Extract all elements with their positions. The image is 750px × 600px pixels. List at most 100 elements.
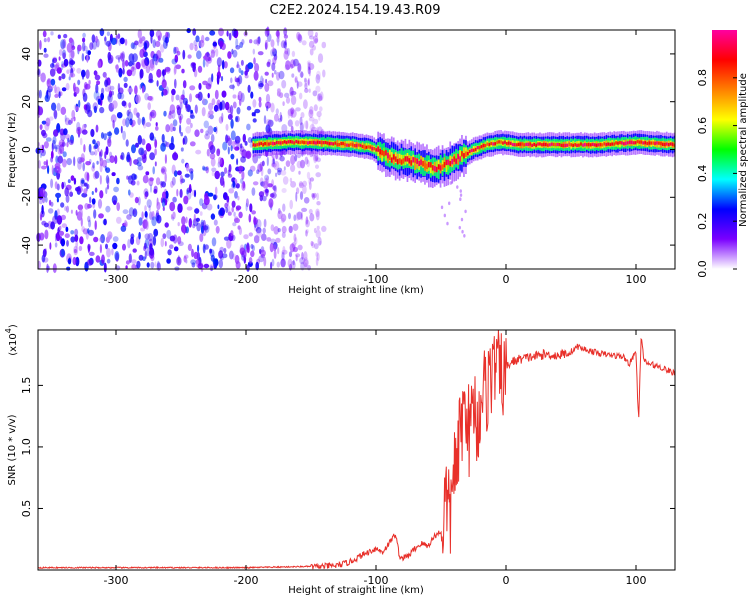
spectrogram-signal-cell [523,143,526,147]
spectrogram-noise-cell [295,254,298,262]
spectrogram-noise-cell [247,84,251,93]
spectrogram-noise-cell [275,108,279,115]
spectrogram-noise-cell [234,191,238,199]
spectrogram-noise-cell [207,77,213,87]
spectrogram-noise-cell [305,216,309,225]
spectrogram-noise-cell [244,249,247,258]
spectrogram-noise-cell [174,54,179,63]
spectrogram-noise-cell [303,99,308,110]
spectrogram-signal-cell [507,141,510,145]
spectrogram-noise-cell [218,116,224,124]
spectrogram-noise-cell [81,179,85,184]
spectrogram-noise-cell [94,71,99,78]
spectrogram-noise-cell [281,251,285,261]
spectrogram-noise-cell [263,256,267,267]
figure-title: C2E2.2024.154.19.43.R09 [269,3,440,18]
spectrogram-noise-cell [196,222,201,232]
spectrogram-noise-cell [229,84,235,90]
spectrogram-noise-cell [95,83,99,94]
spectrogram-noise-cell [59,144,65,155]
spectrogram-noise-cell [221,59,225,70]
spectrogram-noise-cell [303,251,308,261]
spectrogram-noise-cell [66,69,70,74]
spectrogram-signal-cell [572,143,574,147]
spectrogram-noise-cell [190,170,194,181]
spectrogram-signal-cell [301,140,303,144]
spectrogram-noise-cell [127,111,133,122]
spectrogram-noise-cell [235,38,239,48]
spectrogram-noise-cell [199,211,203,216]
spectrogram-noise-cell [298,182,304,189]
spectrogram-noise-cell [42,248,47,258]
spectrogram-noise-cell [89,196,92,204]
spectrogram-noise-cell [217,102,220,112]
spectrogram-noise-cell [316,192,319,201]
spectrogram-signal-cell [428,162,430,168]
spectrogram-noise-cell [275,237,281,243]
spectrogram-noise-cell [224,101,230,111]
spectrogram-noise-cell [91,165,96,172]
spectrogram-noise-cell [48,208,54,214]
spectrogram-noise-cell [170,135,174,145]
spectrogram-noise-cell [94,187,98,193]
spectrogram-noise-cell [52,136,57,145]
spectrogram-noise-cell [302,185,307,195]
spectrogram-noise-cell [98,237,103,242]
colorbar-ticks: 0.0 0.2 0.4 0.6 0.8 [696,69,737,278]
spectrogram-noise-cell [66,205,69,213]
spectrogram-noise-cell [93,236,99,243]
snr-y-multiplier-exp: 4 [4,328,13,333]
spectrogram-noise-cell [216,74,220,85]
spectrogram-noise-cell [116,112,123,119]
spectrogram-noise-cell [215,225,220,234]
spectrogram-noise-cell [144,205,147,212]
spectrogram-noise-cell [242,133,246,143]
spectrogram-noise-cell [210,265,214,271]
spectrogram-noise-cell [290,90,297,96]
x-tick-label: 0 [503,574,510,587]
spectrogram-noise-cell [185,216,188,224]
spectrogram-noise-cell [54,233,58,242]
spectrogram-noise-cell [205,166,209,174]
spectrogram-noise-cell [241,170,245,180]
spectrogram-noise-cell [319,240,322,245]
spectrogram-noise-cell [183,254,189,259]
spectrogram-noise-cell [61,73,66,80]
spectrogram-noise-cell [205,130,209,136]
spectrogram-noise-cell [214,186,218,195]
spectrogram-noise-cell [305,219,310,228]
spectrogram-noise-cell [64,114,67,122]
spectrogram-signal-cell [521,142,524,146]
spectrogram-noise-cell [99,244,102,254]
spectrogram-noise-cell [191,248,194,258]
spectrogram-noise-cell [161,133,165,143]
spectrogram-noise-cell [149,29,155,38]
spectrogram-signal-cell [418,160,420,167]
spectrogram-noise-cell [209,153,216,160]
spectrogram-noise-cell [69,191,73,197]
spectrogram-noise-cell [156,80,159,87]
spectrogram-signal-cell [385,150,387,156]
spectrogram-noise-cell [288,212,291,220]
spectrogram-noise-cell [232,49,238,58]
spectrogram-noise-cell [172,234,178,244]
spectrogram-signal-cell [355,143,358,148]
spectrogram-noise-cell [146,199,152,208]
spectrogram-noise-cell [141,116,146,126]
spectrogram-noise-cell [104,86,110,92]
spectrogram-noise-cell [173,46,177,55]
spectrogram-noise-cell [264,82,270,92]
spectrogram-noise-cell [236,139,240,150]
spectrogram-noise-cell [291,50,296,58]
snr-frame [37,329,676,571]
spectrogram-noise-cell [186,187,193,193]
spectrogram-noise-cell [304,120,309,129]
spectrogram-noise-cell [176,106,182,116]
spectrogram-noise-cell [193,189,197,198]
spectrogram-noise-cell [171,176,176,186]
spectrogram-noise-cell [54,84,57,94]
spectrogram-noise-cell [66,42,73,53]
spectrogram-noise-cell [111,37,117,45]
spectrogram-noise-cell [186,118,192,125]
spectrogram-noise-cell [277,228,281,233]
